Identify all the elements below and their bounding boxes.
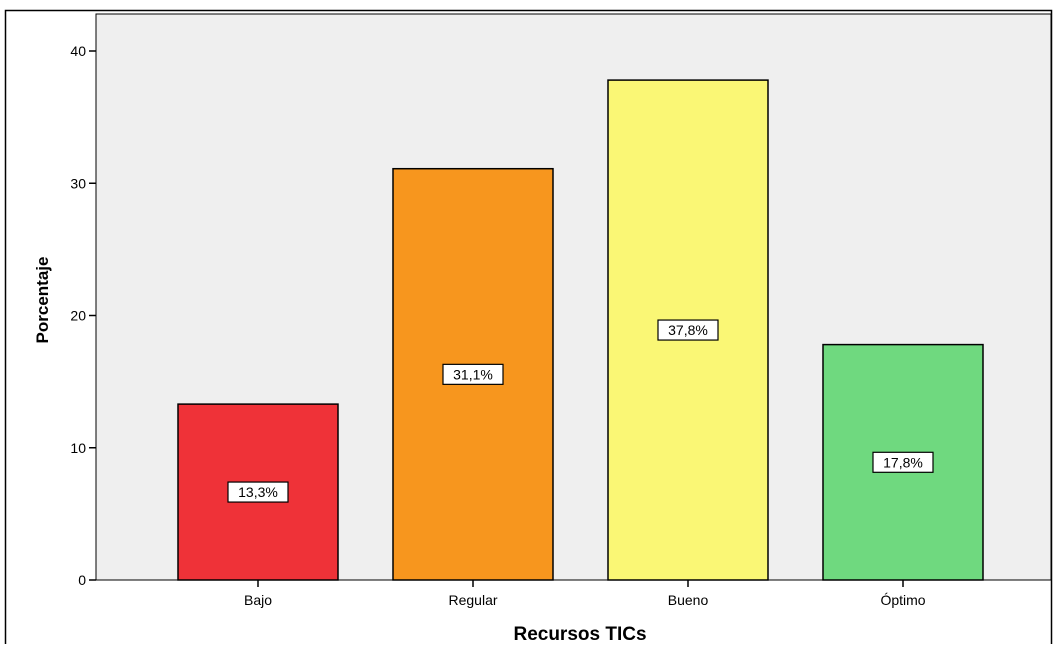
data-label-text: 31,1% [453, 366, 493, 382]
data-label: 17,8% [872, 451, 934, 473]
data-label-box [872, 451, 934, 473]
data-label-text: 13,3% [238, 484, 278, 500]
bar-óptimo [822, 343, 984, 581]
data-label-box [657, 319, 719, 341]
y-tick-label: 40 [70, 43, 86, 59]
data-label: 31,1% [442, 363, 504, 385]
data-label: 13,3% [227, 481, 289, 503]
bars: 13,3% 31,1% 37,8% 17,8% [177, 79, 984, 581]
data-label-box [442, 363, 504, 385]
data-label-text: 37,8% [668, 322, 708, 338]
data-label: 37,8% [657, 319, 719, 341]
y-tick-label: 10 [70, 440, 86, 456]
x-axis: Bajo Regular Bueno Óptimo [244, 580, 926, 608]
data-label-text: 17,8% [883, 454, 923, 470]
data-label-box [227, 481, 289, 503]
y-axis: 0 10 20 30 40 [70, 43, 96, 588]
y-tick-label: 20 [70, 308, 86, 324]
x-tick-label: Regular [448, 592, 497, 608]
y-tick-label: 30 [70, 175, 86, 191]
x-tick-label: Bueno [668, 592, 709, 608]
x-tick-label: Bajo [244, 592, 272, 608]
x-tick-label: Óptimo [880, 592, 925, 608]
y-axis-title: Porcentaje [33, 257, 52, 344]
x-axis-title: Recursos TICs [513, 624, 646, 644]
y-tick-label: 0 [78, 572, 86, 588]
